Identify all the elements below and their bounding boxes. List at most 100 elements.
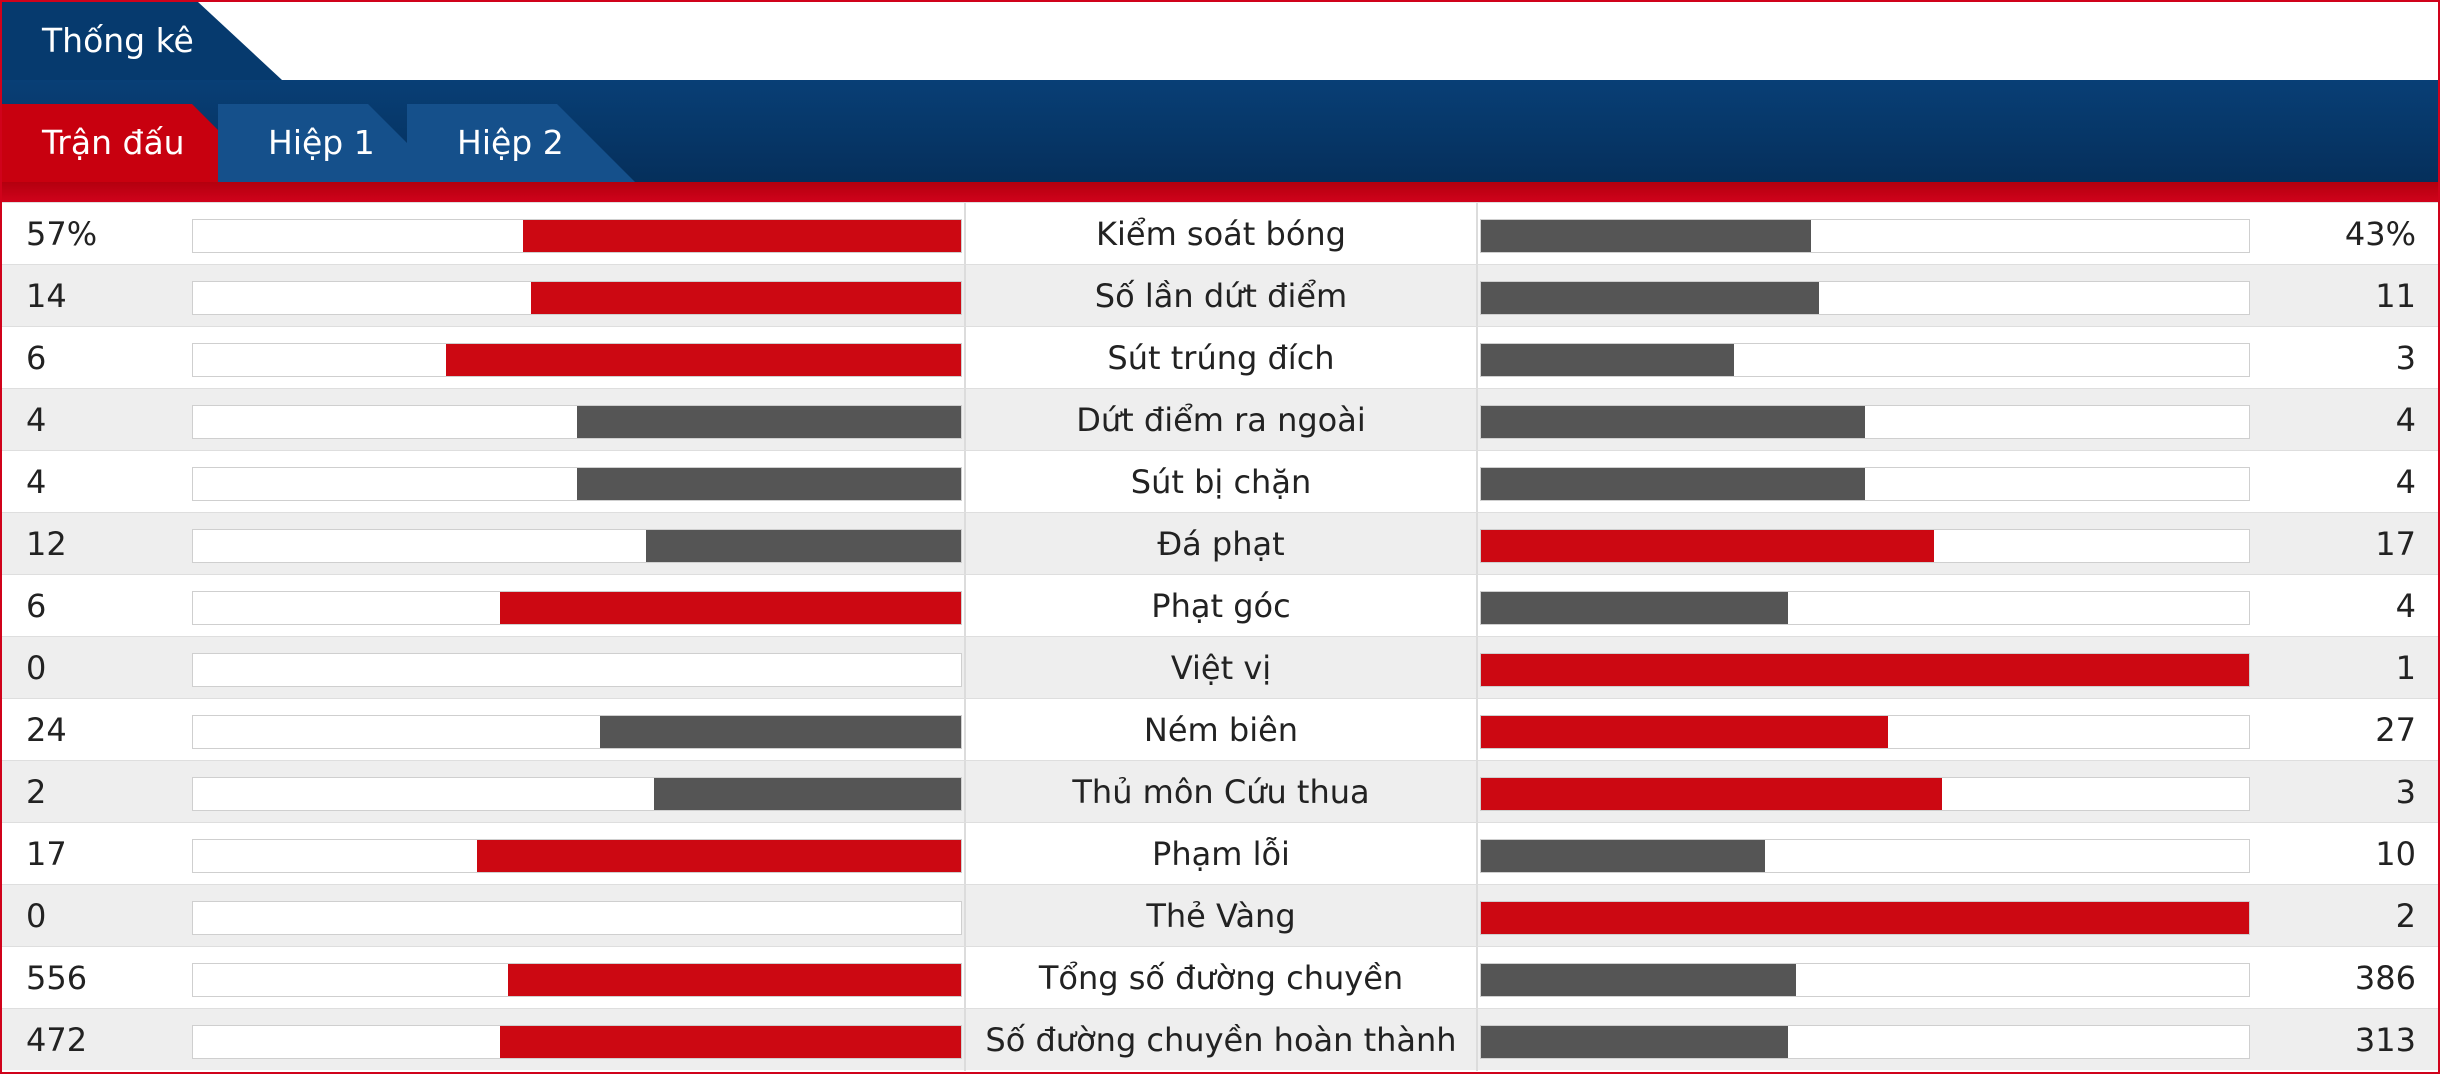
home-value: 24 xyxy=(26,711,67,749)
header-divider xyxy=(2,182,2438,202)
home-bar-track xyxy=(192,281,962,315)
home-value: 14 xyxy=(26,277,67,315)
home-value: 17 xyxy=(26,835,67,873)
away-value: 11 xyxy=(2375,277,2416,315)
column-divider xyxy=(964,761,966,823)
stat-label: Phạm lỗi xyxy=(1152,835,1290,873)
column-divider xyxy=(964,265,966,327)
home-value: 6 xyxy=(26,587,47,625)
column-divider xyxy=(964,451,966,513)
home-value: 0 xyxy=(26,897,47,935)
away-bar-track xyxy=(1480,405,2250,439)
stat-row: 17 Phạm lỗi 10 xyxy=(2,822,2438,885)
home-bar-track xyxy=(192,653,962,687)
home-bar-track xyxy=(192,839,962,873)
column-divider xyxy=(1476,389,1478,451)
home-bar-track xyxy=(192,343,962,377)
column-divider xyxy=(964,327,966,389)
home-bar-track xyxy=(192,529,962,563)
column-divider xyxy=(1476,575,1478,637)
home-value: 6 xyxy=(26,339,47,377)
stat-row: 6 Phạt góc 4 xyxy=(2,574,2438,637)
stat-row: 2 Thủ môn Cứu thua 3 xyxy=(2,760,2438,823)
stat-label: Thủ môn Cứu thua xyxy=(1072,773,1370,811)
home-bar-fill xyxy=(600,716,961,748)
stat-row: 4 Dứt điểm ra ngoài 4 xyxy=(2,388,2438,451)
away-bar-track xyxy=(1480,653,2250,687)
away-bar-track xyxy=(1480,281,2250,315)
column-divider xyxy=(964,203,966,265)
home-bar-fill xyxy=(500,592,961,624)
stat-label: Số đường chuyền hoàn thành xyxy=(985,1021,1457,1059)
home-bar-track xyxy=(192,777,962,811)
home-bar-fill xyxy=(577,468,961,500)
stat-row: 0 Thẻ Vàng 2 xyxy=(2,884,2438,947)
away-bar-fill xyxy=(1481,592,1789,624)
away-bar-fill xyxy=(1481,344,1735,376)
home-value: 472 xyxy=(26,1021,88,1059)
away-value: 313 xyxy=(2354,1021,2416,1059)
stat-row: 6 Sút trúng đích 3 xyxy=(2,326,2438,389)
home-bar-fill xyxy=(446,344,961,376)
away-bar-fill xyxy=(1481,468,1865,500)
column-divider xyxy=(964,823,966,885)
home-bar-track xyxy=(192,1025,962,1059)
away-bar-track xyxy=(1480,901,2250,935)
stat-row: 556 Tổng số đường chuyền 386 xyxy=(2,946,2438,1009)
stats-table: 57% Kiểm soát bóng 43% 14 Số lần dứt điểm 11 6… xyxy=(2,202,2438,1071)
page-title: Thống kê xyxy=(2,2,282,80)
column-divider xyxy=(1476,823,1478,885)
away-bar-fill xyxy=(1481,220,1812,252)
away-bar-fill xyxy=(1481,530,1935,562)
away-bar-fill xyxy=(1481,1026,1789,1058)
home-value: 0 xyxy=(26,649,47,687)
away-bar-fill xyxy=(1481,964,1796,996)
home-bar-track xyxy=(192,405,962,439)
away-bar-fill xyxy=(1481,902,2249,934)
stat-label: Đá phạt xyxy=(1157,525,1285,563)
stat-label: Kiểm soát bóng xyxy=(1096,215,1346,253)
home-value: 4 xyxy=(26,463,47,501)
home-bar-fill xyxy=(500,1026,961,1058)
stat-row: 472 Số đường chuyền hoàn thành 313 xyxy=(2,1008,2438,1071)
column-divider xyxy=(1476,761,1478,823)
away-value: 386 xyxy=(2354,959,2416,997)
away-value: 4 xyxy=(2395,463,2416,501)
home-value: 2 xyxy=(26,773,47,811)
stat-row: 57% Kiểm soát bóng 43% xyxy=(2,202,2438,265)
home-bar-fill xyxy=(477,840,961,872)
away-bar-fill xyxy=(1481,654,2249,686)
column-divider xyxy=(964,947,966,1009)
home-bar-fill xyxy=(523,220,961,252)
tab-half-2[interactable]: Hiệp 2 xyxy=(407,104,635,182)
home-value: 57% xyxy=(26,215,98,253)
away-bar-fill xyxy=(1481,282,1819,314)
away-value: 17 xyxy=(2375,525,2416,563)
stat-label: Việt vị xyxy=(1170,649,1272,687)
stat-label: Sút trúng đích xyxy=(1107,339,1335,377)
stat-row: 0 Việt vị 1 xyxy=(2,636,2438,699)
title-bar: Thống kê xyxy=(2,2,2438,80)
away-bar-track xyxy=(1480,591,2250,625)
away-bar-track xyxy=(1480,839,2250,873)
column-divider xyxy=(964,575,966,637)
stat-label: Ném biên xyxy=(1143,711,1299,749)
away-bar-track xyxy=(1480,219,2250,253)
away-value: 4 xyxy=(2395,587,2416,625)
away-value: 27 xyxy=(2375,711,2416,749)
stat-label: Dứt điểm ra ngoài xyxy=(1076,401,1366,439)
stat-label: Số lần dứt điểm xyxy=(1094,277,1348,315)
column-divider xyxy=(964,637,966,699)
column-divider xyxy=(964,699,966,761)
away-bar-fill xyxy=(1481,716,1889,748)
stat-row: 24 Ném biên 27 xyxy=(2,698,2438,761)
home-value: 12 xyxy=(26,525,67,563)
away-value: 3 xyxy=(2395,773,2416,811)
home-value: 4 xyxy=(26,401,47,439)
away-bar-fill xyxy=(1481,778,1942,810)
column-divider xyxy=(964,1009,966,1071)
column-divider xyxy=(1476,327,1478,389)
home-bar-track xyxy=(192,467,962,501)
away-bar-fill xyxy=(1481,840,1766,872)
